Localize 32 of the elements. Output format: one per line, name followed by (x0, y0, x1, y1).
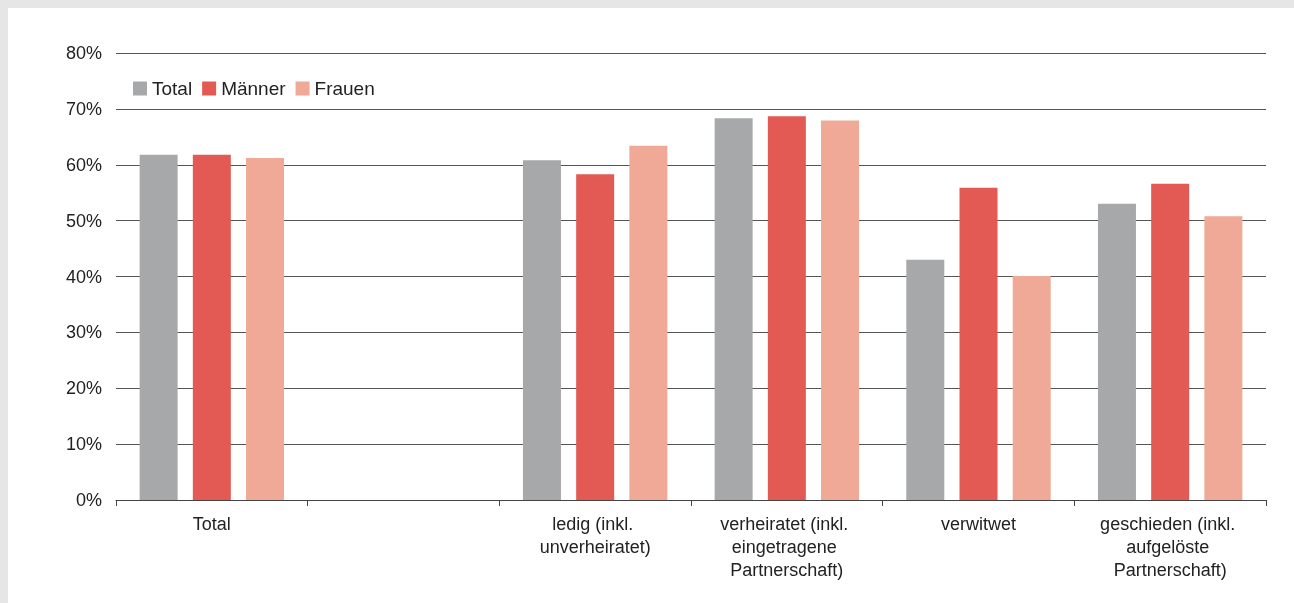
y-tick-label: 80% (65, 43, 102, 63)
y-tick-label: 50% (65, 210, 102, 231)
x-tick-label: geschieden (inkl. aufgelöste Partnerschaft) (1100, 513, 1241, 580)
y-tick-label: 40% (65, 266, 102, 287)
x-tick-label: verheiratet (inkl. eingetragene Partnerschaft) (720, 513, 854, 580)
y-tick-label: 0% (75, 490, 102, 510)
legend-label: Frauen (314, 78, 375, 99)
y-tick-label: 20% (65, 378, 102, 399)
y-tick-label: 10% (65, 434, 102, 455)
legend-label: Männer (221, 78, 287, 99)
bar (576, 174, 615, 500)
x-tick-label: verwitwet (940, 513, 1017, 534)
bar (821, 120, 860, 500)
bar (192, 154, 231, 500)
legend-label: Total (152, 78, 193, 99)
bar (522, 160, 561, 500)
y-tick-label: 30% (65, 322, 102, 343)
bar (246, 158, 285, 500)
bar (906, 259, 945, 500)
x-tick-label: Total (192, 513, 231, 534)
bar (959, 187, 998, 500)
bar (629, 145, 668, 500)
bar (1204, 216, 1243, 500)
bar (139, 154, 178, 500)
bar (714, 118, 753, 500)
x-tick-label: ledig (inkl. unverheiratet) (539, 513, 651, 557)
bar (1097, 203, 1136, 500)
bar (1012, 275, 1051, 500)
bar (1151, 183, 1190, 500)
y-tick-label: 60% (65, 154, 102, 175)
y-tick-label: 70% (65, 98, 102, 119)
bar (767, 116, 806, 500)
